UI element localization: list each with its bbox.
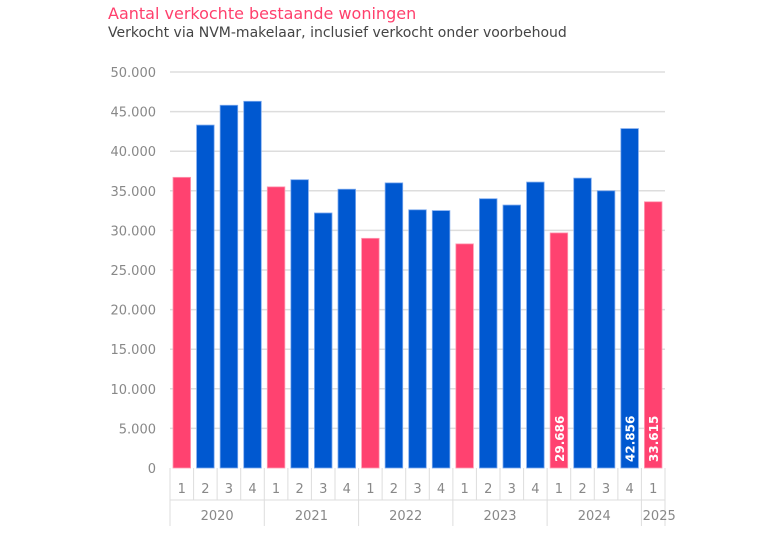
x-tick-label: 1 bbox=[461, 482, 469, 497]
y-tick-label: 30.000 bbox=[111, 224, 157, 239]
x-tick-label: 1 bbox=[555, 482, 563, 497]
bar bbox=[549, 232, 569, 469]
data-label: 42.856 bbox=[624, 416, 638, 462]
x-tick-label: 3 bbox=[413, 482, 421, 497]
y-tick-label: 25.000 bbox=[111, 264, 157, 279]
y-tick-label: 15.000 bbox=[111, 343, 157, 358]
x-tick-label: 3 bbox=[319, 482, 327, 497]
chart-title: Aantal verkochte bestaande woningen bbox=[108, 4, 417, 23]
bar bbox=[644, 201, 663, 469]
bar bbox=[573, 177, 592, 469]
bar bbox=[290, 179, 309, 469]
data-label: 29.686 bbox=[553, 416, 567, 462]
year-label: 2023 bbox=[483, 509, 516, 524]
y-tick-label: 10.000 bbox=[111, 383, 157, 398]
chart-subtitle: Verkocht via NVM-makelaar, inclusief ver… bbox=[108, 25, 567, 41]
bar bbox=[620, 128, 639, 469]
x-tick-label: 1 bbox=[178, 482, 186, 497]
bar bbox=[266, 186, 286, 469]
bar bbox=[408, 209, 427, 469]
bar bbox=[384, 182, 404, 469]
x-tick-label: 4 bbox=[343, 482, 351, 497]
bar bbox=[479, 198, 498, 469]
y-tick-label: 45.000 bbox=[111, 106, 157, 121]
bar bbox=[526, 181, 545, 469]
data-label: 33.615 bbox=[647, 416, 661, 462]
bar bbox=[596, 190, 616, 469]
x-tick-label: 2 bbox=[201, 482, 209, 497]
bar bbox=[431, 210, 451, 469]
y-tick-label: 20.000 bbox=[111, 304, 157, 319]
y-tick-label: 0 bbox=[148, 462, 156, 477]
x-tick-label: 2 bbox=[578, 482, 586, 497]
x-tick-label: 2 bbox=[484, 482, 492, 497]
y-tick-label: 5.000 bbox=[119, 422, 156, 437]
bar bbox=[455, 243, 474, 469]
x-tick-label: 3 bbox=[508, 482, 516, 497]
year-label: 2024 bbox=[578, 509, 611, 524]
bar bbox=[196, 124, 215, 469]
x-tick-label: 4 bbox=[626, 482, 634, 497]
bar bbox=[219, 104, 239, 469]
year-label: 2025 bbox=[643, 509, 676, 524]
bar bbox=[502, 204, 521, 469]
bar bbox=[337, 188, 356, 469]
bar bbox=[314, 212, 333, 469]
y-tick-label: 35.000 bbox=[111, 185, 157, 200]
x-tick-label: 2 bbox=[296, 482, 304, 497]
x-tick-label: 4 bbox=[437, 482, 445, 497]
x-tick-label: 3 bbox=[225, 482, 233, 497]
year-label: 2021 bbox=[295, 509, 328, 524]
x-tick-label: 4 bbox=[248, 482, 256, 497]
x-tick-label: 1 bbox=[649, 482, 657, 497]
x-tick-label: 3 bbox=[602, 482, 610, 497]
bar bbox=[243, 100, 262, 469]
year-label: 2022 bbox=[389, 509, 422, 524]
x-tick-label: 1 bbox=[272, 482, 280, 497]
y-tick-label: 50.000 bbox=[111, 66, 157, 81]
x-tick-label: 1 bbox=[366, 482, 374, 497]
x-tick-label: 4 bbox=[531, 482, 539, 497]
bar bbox=[172, 176, 191, 469]
x-tick-label: 2 bbox=[390, 482, 398, 497]
y-tick-label: 40.000 bbox=[111, 145, 157, 160]
year-label: 2020 bbox=[201, 509, 234, 524]
bar bbox=[361, 237, 380, 469]
